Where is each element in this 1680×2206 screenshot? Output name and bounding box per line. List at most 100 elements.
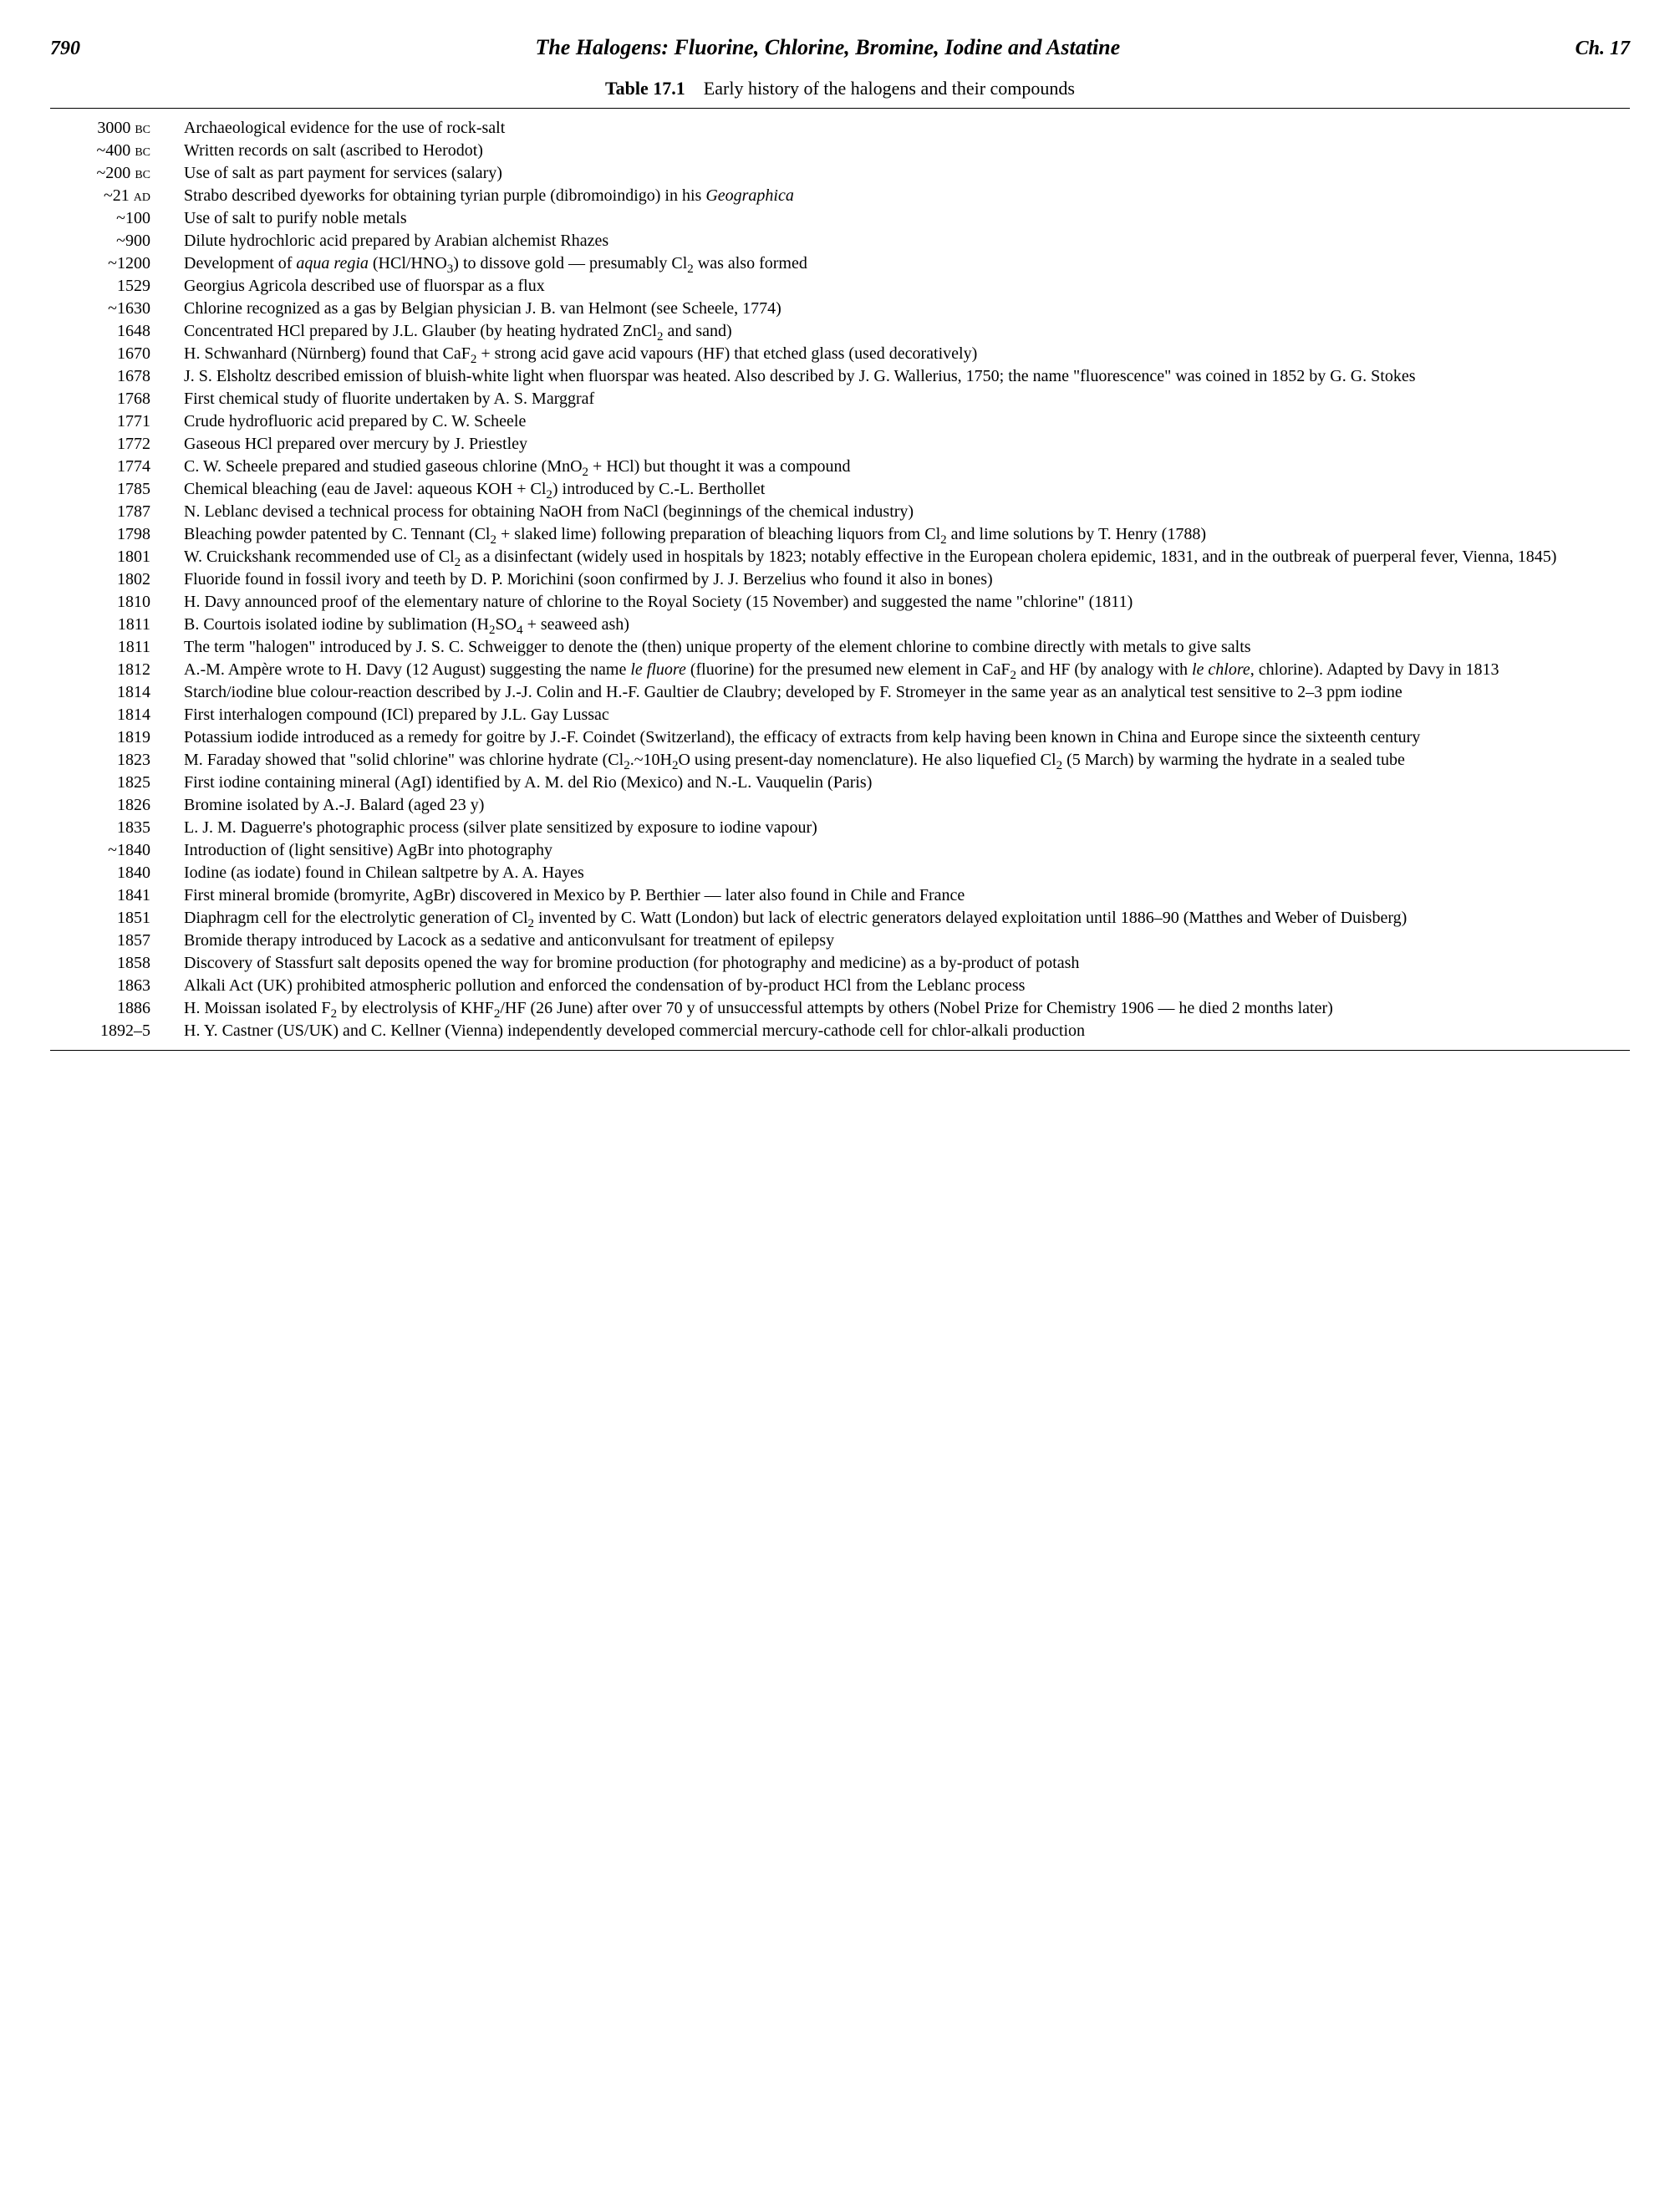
table-row: ~1840Introduction of (light sensitive) A… [59, 839, 1621, 861]
table-row: 1798Bleaching powder patented by C. Tenn… [59, 523, 1621, 545]
table-row: 1840Iodine (as iodate) found in Chilean … [59, 862, 1621, 884]
table-row: 1814First interhalogen compound (ICl) pr… [59, 704, 1621, 726]
entry-date: ~100 [59, 207, 184, 229]
entry-date: 1810 [59, 591, 184, 613]
table-row: 1787N. Leblanc devised a technical proce… [59, 501, 1621, 522]
entry-description: L. J. M. Daguerre's photographic process… [184, 817, 1621, 838]
table-row: 1774C. W. Scheele prepared and studied g… [59, 456, 1621, 477]
table-row: ~900Dilute hydrochloric acid prepared by… [59, 230, 1621, 252]
entry-date: ~21 ad [59, 185, 184, 206]
entry-date: 1858 [59, 952, 184, 974]
table-row: 1771Crude hydrofluoric acid prepared by … [59, 410, 1621, 432]
entry-date: 1819 [59, 726, 184, 748]
table-row: 1785Chemical bleaching (eau de Javel: aq… [59, 478, 1621, 500]
entry-description: Diaphragm cell for the electrolytic gene… [184, 907, 1621, 929]
entry-description: Dilute hydrochloric acid prepared by Ara… [184, 230, 1621, 252]
entry-date: 1812 [59, 659, 184, 680]
table-row: 1810H. Davy announced proof of the eleme… [59, 591, 1621, 613]
entry-date: 1678 [59, 365, 184, 387]
entry-description: Concentrated HCl prepared by J.L. Glaube… [184, 320, 1621, 342]
entry-date: 1772 [59, 433, 184, 455]
table-row: 1812A.-M. Ampère wrote to H. Davy (12 Au… [59, 659, 1621, 680]
entry-description: Strabo described dyeworks for obtaining … [184, 185, 1621, 206]
entry-date: 1826 [59, 794, 184, 816]
entry-date: ~1200 [59, 252, 184, 274]
table-row: 1863Alkali Act (UK) prohibited atmospher… [59, 975, 1621, 996]
table-row: ~200 bcUse of salt as part payment for s… [59, 162, 1621, 184]
entry-date: 1811 [59, 636, 184, 658]
table-row: ~1630Chlorine recognized as a gas by Bel… [59, 298, 1621, 319]
entry-description: Written records on salt (ascribed to Her… [184, 140, 1621, 161]
entry-description: C. W. Scheele prepared and studied gaseo… [184, 456, 1621, 477]
table-row: ~21 adStrabo described dyeworks for obta… [59, 185, 1621, 206]
entry-description: Fluoride found in fossil ivory and teeth… [184, 568, 1621, 590]
entry-date: 1857 [59, 930, 184, 951]
table-row: ~100Use of salt to purify noble metals [59, 207, 1621, 229]
table-row: 1811The term "halogen" introduced by J. … [59, 636, 1621, 658]
table-row: 1772Gaseous HCl prepared over mercury by… [59, 433, 1621, 455]
table-label: Table 17.1 [605, 78, 685, 99]
table-row: ~400 bcWritten records on salt (ascribed… [59, 140, 1621, 161]
entry-date: 1785 [59, 478, 184, 500]
table-row: 1892–5H. Y. Castner (US/UK) and C. Kelln… [59, 1020, 1621, 1042]
entry-description: Georgius Agricola described use of fluor… [184, 275, 1621, 297]
entry-date: ~400 bc [59, 140, 184, 161]
entry-description: Bromine isolated by A.-J. Balard (aged 2… [184, 794, 1621, 816]
table-row: 1678J. S. Elsholtz described emission of… [59, 365, 1621, 387]
table-row: 1670H. Schwanhard (Nürnberg) found that … [59, 343, 1621, 364]
table-row: 1801W. Cruickshank recommended use of Cl… [59, 546, 1621, 568]
entry-description: M. Faraday showed that "solid chlorine" … [184, 749, 1621, 771]
entry-description: Potassium iodide introduced as a remedy … [184, 726, 1621, 748]
page-header: 790 The Halogens: Fluorine, Chlorine, Br… [50, 33, 1630, 62]
table-row: 1857Bromide therapy introduced by Lacock… [59, 930, 1621, 951]
entry-date: 1835 [59, 817, 184, 838]
entry-date: 1851 [59, 907, 184, 929]
table-row: 1819Potassium iodide introduced as a rem… [59, 726, 1621, 748]
chapter-label: Ch. 17 [1576, 36, 1630, 62]
table-row: 1851Diaphragm cell for the electrolytic … [59, 907, 1621, 929]
table-row: 3000 bcArchaeological evidence for the u… [59, 117, 1621, 139]
entry-description: The term "halogen" introduced by J. S. C… [184, 636, 1621, 658]
entry-date: 1811 [59, 614, 184, 635]
top-rule [50, 108, 1630, 109]
entry-description: B. Courtois isolated iodine by sublimati… [184, 614, 1621, 635]
entry-date: 1529 [59, 275, 184, 297]
entry-description: H. Schwanhard (Nürnberg) found that CaF2… [184, 343, 1621, 364]
table-row: 1768First chemical study of fluorite und… [59, 388, 1621, 410]
entry-description: A.-M. Ampère wrote to H. Davy (12 August… [184, 659, 1621, 680]
entry-date: 1670 [59, 343, 184, 364]
entry-description: First chemical study of fluorite underta… [184, 388, 1621, 410]
entry-description: W. Cruickshank recommended use of Cl2 as… [184, 546, 1621, 568]
entry-description: Iodine (as iodate) found in Chilean salt… [184, 862, 1621, 884]
table-row: 1841First mineral bromide (bromyrite, Ag… [59, 884, 1621, 906]
entry-description: Discovery of Stassfurt salt deposits ope… [184, 952, 1621, 974]
entry-description: First iodine containing mineral (AgI) id… [184, 772, 1621, 793]
entry-date: 1774 [59, 456, 184, 477]
table-row: 1886H. Moissan isolated F2 by electrolys… [59, 997, 1621, 1019]
entry-date: 1802 [59, 568, 184, 590]
entry-date: 1798 [59, 523, 184, 545]
table-row: 1835L. J. M. Daguerre's photographic pro… [59, 817, 1621, 838]
entry-description: H. Y. Castner (US/UK) and C. Kellner (Vi… [184, 1020, 1621, 1042]
entry-description: H. Davy announced proof of the elementar… [184, 591, 1621, 613]
entry-description: J. S. Elsholtz described emission of blu… [184, 365, 1621, 387]
page-title: The Halogens: Fluorine, Chlorine, Bromin… [80, 33, 1576, 62]
entry-date: 1863 [59, 975, 184, 996]
entry-description: First mineral bromide (bromyrite, AgBr) … [184, 884, 1621, 906]
entry-description: Introduction of (light sensitive) AgBr i… [184, 839, 1621, 861]
entry-description: Archaeological evidence for the use of r… [184, 117, 1621, 139]
bottom-rule [50, 1050, 1630, 1051]
entry-description: N. Leblanc devised a technical process f… [184, 501, 1621, 522]
entry-description: Alkali Act (UK) prohibited atmospheric p… [184, 975, 1621, 996]
entry-date: 1823 [59, 749, 184, 771]
table-row: 1825First iodine containing mineral (AgI… [59, 772, 1621, 793]
entry-date: 1787 [59, 501, 184, 522]
entry-description: Crude hydrofluoric acid prepared by C. W… [184, 410, 1621, 432]
table-row: 1811B. Courtois isolated iodine by subli… [59, 614, 1621, 635]
entry-date: 1771 [59, 410, 184, 432]
entry-date: 1801 [59, 546, 184, 568]
entry-date: 1825 [59, 772, 184, 793]
page-number: 790 [50, 36, 80, 62]
entry-description: Bleaching powder patented by C. Tennant … [184, 523, 1621, 545]
entry-date: 1648 [59, 320, 184, 342]
